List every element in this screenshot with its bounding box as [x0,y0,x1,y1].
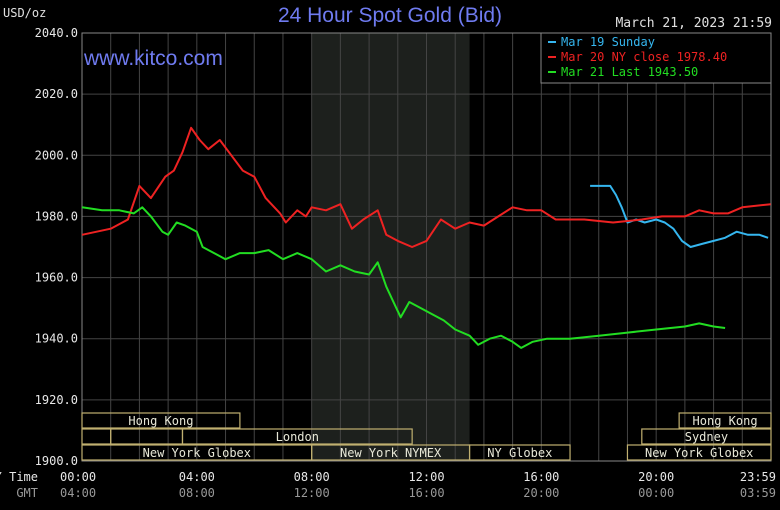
x-tick-label-ny: 04:00 [179,470,215,484]
y-tick-label: 1960.0 [35,271,78,285]
y-tick-label: 1940.0 [35,332,78,346]
series-line [81,206,726,349]
session-box [181,428,413,445]
x-tick-label-ny: 23:59 [740,470,776,484]
x-tick-label-ny: 12:00 [408,470,444,484]
y-tick-label: 1980.0 [35,209,78,223]
session-label: NY Globex [487,446,552,460]
session-box [641,428,772,445]
session-label: New York Globex [143,446,251,460]
y-tick-label: 2000.0 [35,148,78,162]
x-tick-label-gmt: 00:00 [638,486,674,500]
y-tick-label: 2020.0 [35,87,78,101]
x-tick-label-ny: 20:00 [638,470,674,484]
plot-border [81,32,772,462]
x-axis-title-gmt: GMT [16,486,38,500]
x-tick-label-ny: 00:00 [60,470,96,484]
session-box [678,412,772,429]
y-tick-label: 1920.0 [35,393,78,407]
session-label: Sydney [685,430,728,444]
session-label: London [276,430,319,444]
series-line [81,126,771,248]
x-tick-label-gmt: 08:00 [179,486,215,500]
x-tick-label-gmt: 20:00 [523,486,559,500]
session-box [81,412,241,429]
x-axis-title-ny: NY Time [0,470,38,484]
legend-entry: Mar 19 Sunday [561,35,655,49]
session-box [468,444,571,461]
session-label: New York Globex [645,446,753,460]
unit-label: USD/oz [3,6,47,20]
session-box [626,444,772,461]
legend-entry: Mar 21 Last 1943.50 [561,65,698,79]
session-label: Hong Kong [128,414,193,428]
x-tick-label-ny: 08:00 [294,470,330,484]
shaded-session-region [311,33,470,461]
session-label: New York NYMEX [340,446,442,460]
x-tick-label-gmt: 03:59 [740,486,776,500]
page-title: 24 Hour Spot Gold (Bid) [277,4,503,27]
datetime-stamp: March 21, 2023 21:59 [615,16,772,31]
x-tick-label-gmt: 16:00 [408,486,444,500]
website-link[interactable]: www.kitco.com [84,47,223,70]
series-line [590,184,769,248]
session-label: Hong Kong [693,414,758,428]
y-tick-label: 2040.0 [35,26,78,40]
legend-entry: Mar 20 NY close 1978.40 [561,50,727,64]
y-tick-label: 1900.0 [35,454,78,468]
legend-box [540,32,772,84]
x-tick-label-ny: 16:00 [523,470,559,484]
x-tick-label-gmt: 04:00 [60,486,96,500]
x-tick-label-gmt: 12:00 [294,486,330,500]
